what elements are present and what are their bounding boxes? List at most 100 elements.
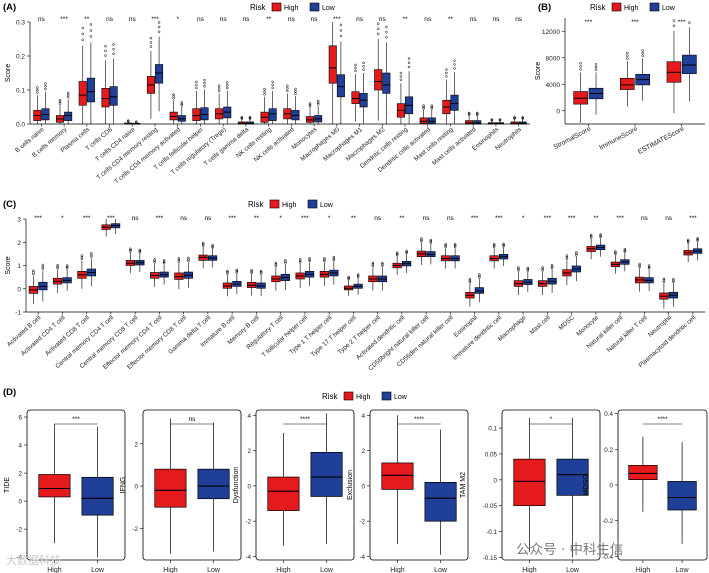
y-tick-label: 2	[18, 471, 22, 478]
significance-mark: ***	[631, 19, 639, 26]
y-tick-label: 0.05	[485, 451, 498, 458]
box-high-outlier	[217, 84, 221, 87]
box-high-outlier	[638, 265, 641, 269]
box-low-outlier	[453, 245, 457, 249]
y-tick-label: 0	[609, 483, 613, 490]
x-tick-label: High	[47, 567, 62, 573]
box-high-outlier	[80, 256, 84, 259]
y-tick-label: 0.2	[604, 447, 613, 454]
box-high-outlier	[638, 262, 641, 266]
box-low-outlier	[381, 264, 384, 268]
x-tick-label: T follicular helper cell	[261, 314, 310, 359]
significance-mark: ***	[585, 19, 593, 26]
box-low-outlier	[356, 274, 360, 277]
box-low-box	[450, 94, 459, 111]
x-tick-label: Low	[207, 567, 221, 573]
box-high-outlier	[686, 241, 690, 244]
box-low-outlier	[381, 261, 384, 265]
x-tick-label: Low	[566, 567, 580, 573]
significance-mark: ***	[156, 215, 164, 222]
legend-label-low: Low	[394, 394, 408, 401]
legend-swatch-low	[307, 199, 318, 209]
box-low-outlier	[688, 21, 691, 24]
box-high-outlier	[371, 264, 375, 268]
box-high-outlier	[614, 251, 617, 254]
box-low-box	[382, 72, 391, 94]
box-high-outlier	[58, 100, 62, 104]
box-low-outlier	[271, 83, 274, 87]
box-high-outlier	[104, 49, 107, 53]
box-low-outlier	[429, 241, 433, 244]
box-low-outlier	[430, 105, 434, 109]
box-low-outlier	[180, 104, 184, 107]
box-low-box	[200, 107, 209, 121]
legend-label-high: High	[282, 202, 297, 209]
box-low-outlier	[66, 91, 70, 95]
box-low-outlier	[623, 247, 627, 251]
y-tick-label: 0.1	[488, 426, 497, 433]
box-high-outlier	[347, 275, 350, 279]
box-high-outlier	[422, 107, 425, 110]
box-high-box	[154, 468, 187, 508]
y-tick-label: -0.15	[483, 555, 498, 562]
box-high-outlier	[395, 252, 399, 256]
box-low-outlier	[180, 102, 184, 106]
box-high-outlier	[468, 277, 472, 281]
box-low-outlier	[339, 29, 343, 32]
box-high-outlier	[56, 265, 59, 268]
significance-mark: ns	[447, 215, 455, 222]
y-tick-label: 0.3	[16, 20, 25, 27]
y-axis-label: Score	[5, 256, 12, 274]
box-low-outlier	[430, 107, 434, 110]
subplot-frame	[369, 409, 469, 561]
significance-mark: ns	[470, 16, 478, 23]
significance-mark: ns	[242, 16, 250, 23]
box-high-outlier	[541, 269, 544, 272]
legend-label-high: High	[284, 5, 299, 12]
box-high-outlier	[58, 98, 62, 102]
box-low-outlier	[575, 251, 578, 254]
box-low-outlier	[429, 238, 433, 242]
box-low-outlier	[332, 257, 336, 260]
box-high-outlier	[56, 263, 59, 267]
box-low-box	[473, 120, 482, 125]
significance-mark: ns	[197, 16, 205, 23]
box-high-box	[351, 91, 360, 104]
significance-mark: ns	[106, 16, 114, 23]
legend-title: Risk	[248, 200, 265, 209]
box-low-outlier	[226, 81, 229, 84]
box-high-outlier	[492, 242, 496, 246]
y-tick-label: 2	[17, 240, 21, 247]
legend-title: Risk	[590, 3, 607, 12]
x-tick-label: T cells CD4 naive	[94, 126, 137, 163]
significance-mark: ***	[333, 16, 341, 23]
x-tick-label: Macrophages M2	[345, 126, 387, 163]
significance-mark: ***	[83, 215, 91, 222]
box-high-box	[169, 111, 178, 121]
box-low-outlier	[550, 265, 554, 268]
legend-swatch-high	[271, 2, 282, 12]
box-low-outlier	[316, 101, 320, 104]
y-tick-label: 2	[134, 441, 138, 448]
significance-mark: ***	[151, 16, 159, 23]
significance-mark: *	[328, 215, 331, 222]
box-low-outlier	[294, 87, 297, 91]
box-high-outlier	[36, 86, 39, 89]
box-high-outlier	[32, 271, 35, 274]
box-high-outlier	[172, 97, 175, 100]
box-low-outlier	[696, 237, 699, 240]
box-high-outlier	[195, 86, 198, 90]
box-low-box	[427, 117, 436, 124]
box-low-outlier	[453, 63, 456, 66]
box-low-outlier	[405, 250, 408, 254]
box-low-outlier	[162, 260, 166, 264]
panel-label: (B)	[538, 2, 551, 13]
box-low-outlier	[599, 235, 602, 239]
box-high-outlier	[56, 266, 59, 270]
box-low-outlier	[641, 49, 644, 52]
significance-mark: ***	[60, 16, 68, 23]
box-high-box	[628, 465, 658, 480]
box-high-outlier	[638, 264, 641, 267]
box-high-outlier	[250, 271, 253, 275]
box-low-box	[268, 108, 277, 121]
